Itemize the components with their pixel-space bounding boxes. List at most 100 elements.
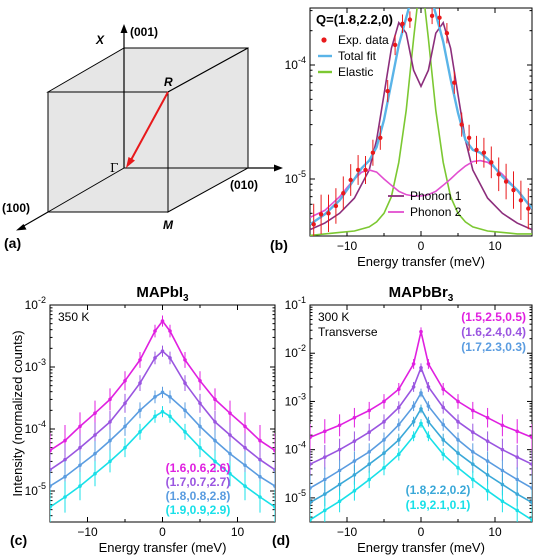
axis-100-label: (100) [2,201,30,215]
legend-label: Elastic [338,65,373,79]
series-label: (1.7,0.7,2.7) [166,475,231,489]
data-point [337,468,342,473]
x-tick-label: 0 [159,525,166,539]
data-point [352,459,357,463]
data-point [392,42,398,48]
data-point [500,499,505,504]
data-point [530,500,532,505]
data-point [456,399,460,404]
chart-c: −10 0 10 10-5 10-4 10-3 10-2 Energy transfer (m… [10,284,276,555]
x-tick-label: −10 [337,525,358,539]
data-point [352,473,357,477]
data-point [437,15,442,20]
plot-area [50,315,275,522]
data-point [397,422,401,427]
cube-front-face [47,91,169,213]
data-point [471,450,475,454]
data-point [63,495,67,499]
data-point [500,423,505,428]
data-point [515,508,519,513]
data-point [397,405,401,410]
fit-line-total-fit [310,8,532,226]
data-point [333,203,339,209]
y-tick-label: 10-4 [285,440,306,457]
data-point [337,499,342,504]
y-axis-label: Intensity (normalized counts) [10,330,25,496]
data-point [160,349,165,353]
data-point [515,492,519,496]
series-line [50,319,275,452]
temperature-label: 350 K [58,310,89,324]
data-point [273,505,275,509]
chart-b: −10 0 10 10-5 10-4 Energy transfer (meV) Q=(1.… [270,7,533,269]
data-point [411,434,416,439]
legend-label: Total fit [338,49,377,63]
chart-title: Q=(1.8,2.2,0) [316,12,393,27]
fit-line-phonon-1 [310,20,532,231]
data-point [511,187,516,193]
data-point [93,451,97,456]
corner-x-label: X [95,33,105,47]
data-point [485,459,490,463]
data-point [441,422,446,427]
data-point [500,447,505,452]
data-point [503,179,509,184]
data-point [228,433,232,437]
data-point [382,451,386,455]
data-point [108,459,112,464]
series-(1.9,2.1,0.1) [310,419,532,522]
data-point [530,486,532,490]
data-point [496,172,501,177]
panel-label-d: (d) [272,532,290,548]
data-point [411,385,416,389]
series-label: (1.6,0.6,2.6) [166,461,231,475]
data-point [108,420,112,424]
data-point [160,319,165,323]
data-point [385,88,390,94]
data-point [456,466,460,470]
data-point [441,387,446,391]
series-(1.5,2.5,0.5) [310,327,532,451]
x-tick-label: −10 [337,239,358,253]
data-point [93,471,97,476]
x-tick-label: 10 [488,239,502,253]
data-point [355,167,361,173]
data-point [419,365,423,370]
chart-d: −10 0 10 10-5 10-4 10-3 10-2 10-1 Energy transfe… [272,284,533,555]
data-point [168,395,172,399]
data-point [419,391,423,395]
data-point [138,430,142,434]
data-point [258,474,262,479]
panel-label-b: (b) [270,237,288,253]
series-line [310,365,532,465]
data-point [341,191,346,196]
data-point [323,477,327,482]
data-point [213,420,217,424]
data-point [168,414,172,419]
data-point [426,419,431,424]
data-point [452,80,457,85]
axis-100-arrowhead [16,224,27,231]
data-point [183,381,187,385]
data-point [352,489,357,493]
temperature-label: 300 K [318,310,349,324]
data-point [444,31,450,36]
data-point [228,411,232,415]
data-point [397,387,401,391]
data-point [471,477,475,482]
legend-marker [321,37,327,43]
series-(1.8,2.2,0.2) [310,404,532,516]
data-point [123,445,127,450]
data-point [323,492,327,496]
plot-area [310,327,532,522]
data-point [367,450,372,454]
axis-001-label: (001) [130,25,158,39]
data-point [258,457,262,462]
data-point [382,399,386,404]
data-point [153,395,157,399]
y-tick-label: 10-3 [25,357,46,374]
data-point [337,447,342,452]
corner-r-label: R [164,75,173,89]
axis-100 [21,211,49,228]
series-(1.8,0.8,2.8) [50,386,275,504]
